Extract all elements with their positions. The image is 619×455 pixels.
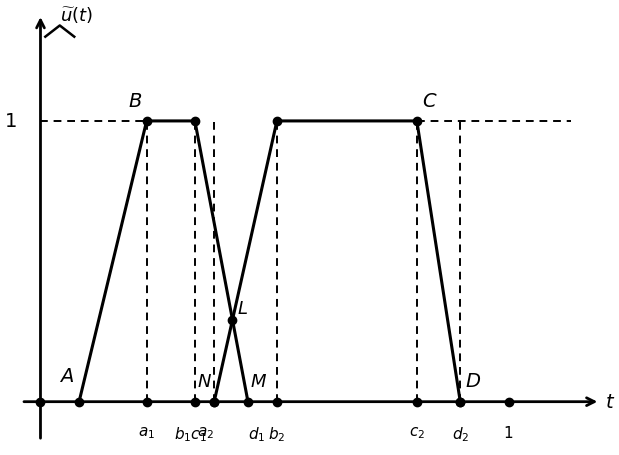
Text: $d_1$: $d_1$ (248, 424, 266, 443)
Text: $a_1$: $a_1$ (138, 424, 155, 440)
Text: $C$: $C$ (422, 92, 437, 111)
Text: $1$: $1$ (4, 113, 16, 131)
Text: $B$: $B$ (128, 92, 142, 111)
Text: $a_2$: $a_2$ (197, 424, 214, 440)
Text: $b_1c_1$: $b_1c_1$ (173, 424, 207, 443)
Text: $M$: $M$ (250, 373, 267, 390)
Text: $c_2$: $c_2$ (409, 424, 425, 440)
Text: $N$: $N$ (197, 373, 212, 390)
Text: $1$: $1$ (503, 424, 514, 440)
Text: $D$: $D$ (465, 373, 481, 390)
Text: $\widetilde{u}(t)$: $\widetilde{u}(t)$ (60, 5, 93, 25)
Text: $L$: $L$ (237, 299, 248, 317)
Text: $t$: $t$ (605, 393, 615, 411)
Text: $b_2$: $b_2$ (268, 424, 285, 443)
Text: $d_2$: $d_2$ (452, 424, 469, 443)
Text: $A$: $A$ (59, 367, 74, 385)
